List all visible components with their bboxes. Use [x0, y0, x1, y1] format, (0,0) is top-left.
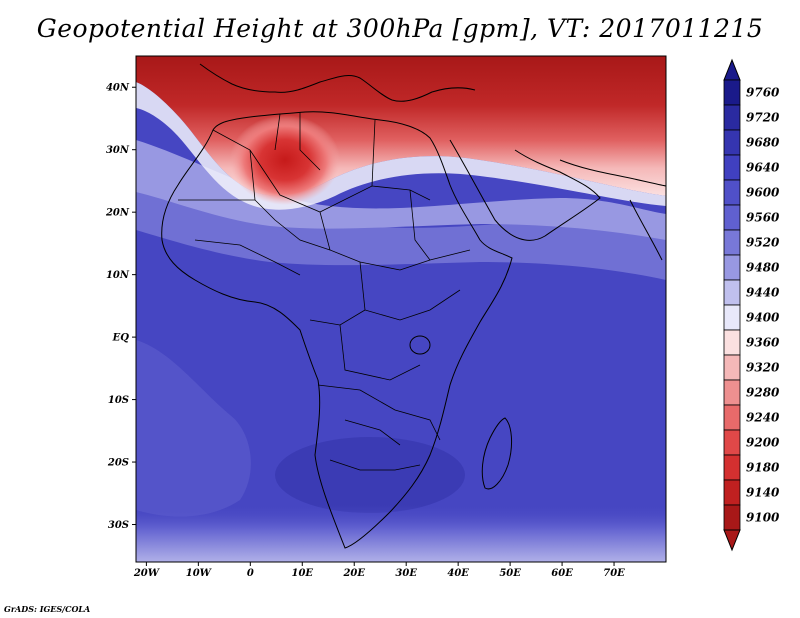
- colorbar-label: 9760: [746, 86, 780, 100]
- lat-tick-label: 30S: [108, 520, 129, 531]
- map-border: [135, 55, 667, 563]
- iran-coastline: [559, 159, 666, 187]
- latitude-axis: 40N 30N 20N 10N EQ 10S 20S 30S: [105, 83, 136, 531]
- lat-tick-label: EQ: [112, 333, 130, 344]
- colorbar-swatch: [723, 129, 741, 156]
- lat-tick-label: 10S: [108, 395, 129, 406]
- colorbar-swatch: [723, 479, 741, 506]
- colorbar-label: 9360: [746, 336, 780, 350]
- colorbar-top-arrow: [723, 58, 741, 81]
- lon-tick-label: 70E: [603, 568, 625, 579]
- field-south-trough: [275, 437, 465, 513]
- colorbar-swatch: [723, 104, 741, 131]
- lon-tick-label: 40E: [447, 568, 469, 579]
- field-atlantic-light: [136, 340, 251, 517]
- madagascar-coastline: [481, 417, 513, 490]
- africa-coastline: [161, 111, 513, 549]
- colorbar-swatch: [723, 154, 741, 181]
- coastlines: [161, 63, 666, 549]
- grads-credit: GrADS: IGES/COLA: [4, 604, 91, 614]
- colorbar-swatch: [723, 429, 741, 456]
- lat-tick-label: 10N: [106, 270, 130, 281]
- lat-tick-label: 20S: [107, 458, 129, 469]
- lon-tick-label: 10E: [292, 568, 314, 579]
- lat-tick-label: 30N: [106, 145, 130, 156]
- colorbar-swatch: [723, 254, 741, 281]
- colorbar-label: 9180: [746, 461, 780, 475]
- lon-tick-label: 30E: [395, 568, 417, 579]
- arabia-coastline: [449, 139, 601, 241]
- lat-tick-label: 40N: [106, 83, 130, 94]
- field-cutoff-low: [230, 115, 340, 205]
- colorbar-label: 9680: [746, 136, 780, 150]
- europe-coastline: [199, 63, 476, 102]
- lon-tick-label: 50E: [499, 568, 521, 579]
- field-transition: [136, 82, 666, 210]
- colorbar-swatch: [723, 504, 741, 531]
- lon-tick-label: 20W: [133, 568, 161, 579]
- colorbar: 9760 9720 9680 9640 9600 9560 9520 9480 9440 9400…: [723, 58, 780, 552]
- colorbar-label: 9100: [746, 511, 780, 525]
- colorbar-label: 9400: [746, 311, 780, 325]
- colorbar-swatch: [723, 79, 741, 106]
- longitude-axis: 20W 10W 0 10E 20E 30E 40E 50E 60E 70E: [133, 562, 625, 579]
- colorbar-label: 9320: [746, 361, 780, 375]
- colorbar-swatch: [723, 379, 741, 406]
- colorbar-label: 9600: [746, 186, 780, 200]
- colorbar-label: 9200: [746, 436, 780, 450]
- lon-tick-label: 20E: [342, 568, 365, 579]
- colorbar-bottom-arrow: [723, 529, 741, 552]
- colorbar-swatch: [723, 204, 741, 231]
- colorbar-swatch: [723, 354, 741, 381]
- colorbar-swatch: [723, 454, 741, 481]
- colorbar-label: 9520: [746, 236, 780, 250]
- colorbar-swatch: [723, 279, 741, 306]
- lon-tick-label: 60E: [551, 568, 573, 579]
- lat-tick-label: 20N: [105, 208, 130, 219]
- colorbar-label: 9640: [746, 161, 780, 175]
- colorbar-label: 9140: [746, 486, 780, 500]
- chart-title: Geopotential Height at 300hPa [gpm], VT:…: [36, 14, 764, 43]
- field-band-20n: [136, 150, 666, 280]
- colorbar-swatch: [723, 404, 741, 431]
- colorbar-label: 9480: [746, 261, 780, 275]
- colorbar-swatch: [723, 304, 741, 331]
- colorbar-label: 9560: [746, 211, 780, 225]
- colorbar-swatch: [723, 229, 741, 256]
- colorbar-label: 9440: [746, 286, 780, 300]
- india-coastline: [629, 199, 663, 261]
- lake-victoria: [409, 335, 431, 355]
- colorbar-label: 9720: [746, 111, 780, 125]
- colorbar-swatch: [723, 179, 741, 206]
- colorbar-swatch: [723, 329, 741, 356]
- colorbar-label: 9280: [746, 386, 780, 400]
- lon-tick-label: 10W: [186, 568, 213, 579]
- lon-tick-label: 0: [247, 568, 254, 579]
- colorbar-label: 9240: [746, 411, 780, 425]
- map-plot-area: [136, 56, 666, 562]
- field-band-25n: [136, 140, 666, 240]
- country-borders: [178, 112, 471, 471]
- field-south-edge: [136, 505, 666, 562]
